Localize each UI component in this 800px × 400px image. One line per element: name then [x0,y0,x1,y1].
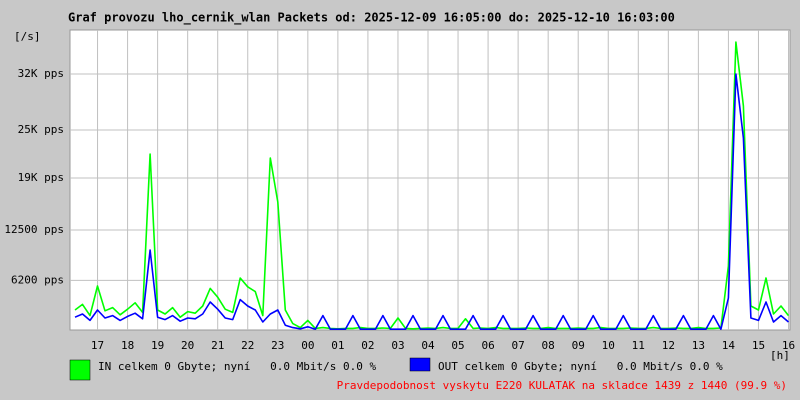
series-line [74,73,790,331]
x-tick-label: 16 [782,339,795,352]
x-tick-label: 12 [662,339,675,352]
y-tick-label: 12500 pps [4,223,64,236]
x-tick-label: 09 [572,339,585,352]
x-tick-label: 04 [421,339,435,352]
x-tick-label: 01 [331,339,344,352]
x-tick-label: 11 [632,339,645,352]
legend-label: OUT celkem 0 Gbyte; nyní 0.0 Mbit/s 0.0 … [438,360,723,373]
x-tick-label: 13 [692,339,705,352]
chart-title: Graf provozu lho_cernik_wlan Packets od:… [68,11,675,26]
legend-swatch [409,357,431,372]
x-tick-label: 02 [361,339,374,352]
x-tick-label: 19 [151,339,164,352]
x-tick-label: 07 [511,339,524,352]
y-tick-label: 6200 pps [11,273,64,286]
x-tick-label: 23 [271,339,284,352]
legend-label: IN celkem 0 Gbyte; nyní 0.0 Mbit/s 0.0 % [98,360,377,373]
x-axis-label: [h] [770,349,790,362]
series-line [74,41,790,330]
x-tick-label: 05 [451,339,464,352]
y-tick-label: 32K pps [18,67,64,80]
footer-note: Pravdepodobnost vyskytu E220 KULATAK na … [337,379,787,392]
x-tick-label: 15 [752,339,765,352]
x-tick-label: 18 [121,339,134,352]
x-tick-label: 08 [542,339,555,352]
x-tick-label: 20 [181,339,194,352]
y-tick-label: 25K pps [18,123,64,136]
legend-swatch [69,359,91,381]
plot-area [69,29,791,331]
x-tick-label: 22 [241,339,254,352]
x-tick-label: 00 [301,339,314,352]
y-axis-label: [/s] [14,30,41,43]
y-tick-label: 19K pps [18,171,64,184]
x-tick-label: 21 [211,339,224,352]
x-tick-label: 17 [91,339,104,352]
x-tick-label: 14 [722,339,736,352]
x-tick-label: 03 [391,339,404,352]
x-tick-label: 10 [602,339,615,352]
x-tick-label: 06 [481,339,494,352]
